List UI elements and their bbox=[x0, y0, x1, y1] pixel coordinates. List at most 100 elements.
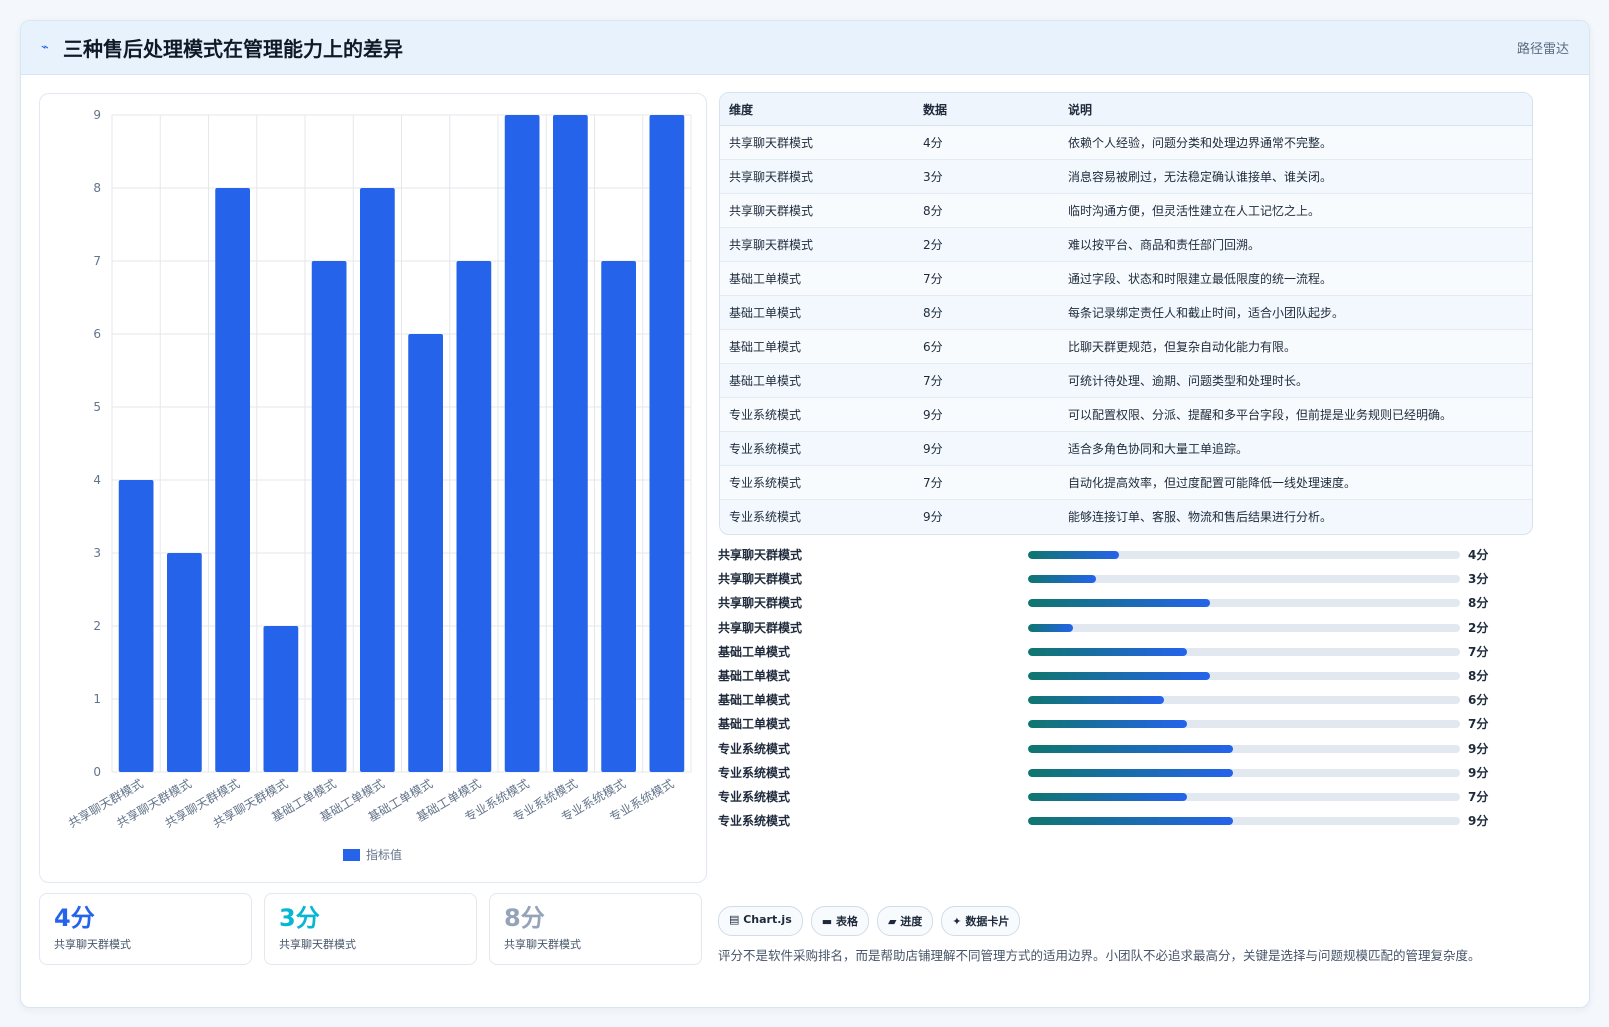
table-row: 共享聊天群模式 2分 难以按平台、商品和责任部门回溯。 bbox=[720, 227, 1532, 262]
y-tick-label: 7 bbox=[93, 254, 101, 268]
table-row: 基础工单模式 6分 比聊天群更规范，但复杂自动化能力有限。 bbox=[720, 329, 1532, 364]
table-row: 基础工单模式 7分 通过字段、状态和时限建立最低限度的统一流程。 bbox=[720, 261, 1532, 296]
cell-score: 9分 bbox=[914, 397, 1059, 432]
cell-dimension: 专业系统模式 bbox=[720, 431, 914, 466]
progress-fill bbox=[1028, 720, 1188, 729]
cell-dimension: 基础工单模式 bbox=[720, 363, 914, 398]
tag-progress[interactable]: ▰ 进度 bbox=[876, 906, 934, 936]
progress-label: 专业系统模式 bbox=[718, 741, 791, 756]
progress-fill bbox=[1028, 599, 1210, 608]
cell-score: 7分 bbox=[914, 363, 1059, 398]
y-tick-label: 3 bbox=[93, 546, 101, 560]
bar-chart-svg: 0123456789共享聊天群模式共享聊天群模式共享聊天群模式共享聊天群模式基础… bbox=[65, 108, 692, 862]
progress-row: 共享聊天群模式 3分 bbox=[718, 567, 1518, 591]
progress-label: 共享聊天群模式 bbox=[718, 548, 803, 562]
progress-row: 共享聊天群模式 2分 bbox=[718, 616, 1518, 640]
progress-label: 基础工单模式 bbox=[718, 717, 791, 732]
cell-score: 8分 bbox=[914, 193, 1059, 228]
cell-dimension: 专业系统模式 bbox=[720, 465, 914, 500]
cell-description: 消息容易被刷过，无法稳定确认谁接单、谁关闭。 bbox=[1059, 159, 1532, 194]
progress-row: 专业系统模式 9分 bbox=[718, 737, 1518, 761]
table-row: 专业系统模式 9分 适合多角色协同和大量工单追踪。 bbox=[720, 431, 1532, 466]
report-card: ⌁ 三种售后处理模式在管理能力上的差异 路径雷达 0 1 2 3 4 5 6 7 8 9 共享聊天群… bbox=[20, 20, 1590, 1008]
tag-label: 表格 bbox=[835, 915, 858, 928]
tag-label: 数据卡片 bbox=[965, 915, 1010, 928]
bar bbox=[118, 480, 154, 772]
progress-track bbox=[1028, 817, 1460, 826]
tag-table[interactable]: ▬ 表格 bbox=[810, 906, 869, 936]
stat-value: 8分 bbox=[504, 904, 545, 932]
cell-dimension: 共享聊天群模式 bbox=[720, 125, 914, 160]
progress-value: 6分 bbox=[1468, 693, 1489, 708]
cell-score: 8分 bbox=[914, 295, 1059, 330]
progress-track bbox=[1028, 599, 1460, 608]
y-tick-label: 0 bbox=[93, 765, 101, 779]
progress-row: 基础工单模式 7分 bbox=[718, 712, 1518, 736]
progress-label: 基础工单模式 bbox=[718, 668, 791, 683]
progress-row: 基础工单模式 7分 bbox=[718, 640, 1518, 664]
cell-dimension: 共享聊天群模式 bbox=[720, 159, 914, 194]
table-row: 基础工单模式 8分 每条记录绑定责任人和截止时间，适合小团队起步。 bbox=[720, 295, 1532, 330]
cell-description: 自动化提高效率，但过度配置可能降低一线处理速度。 bbox=[1059, 465, 1532, 500]
tag-chartjs[interactable]: ▤ Chart.js bbox=[718, 906, 803, 936]
page-title: 三种售后处理模式在管理能力上的差异 bbox=[63, 37, 403, 61]
stat-card: 3分 共享聊天群模式 bbox=[264, 893, 477, 965]
tag-list: ▤ Chart.js ▬ 表格 ▰ 进度 ✦ 数据卡片 bbox=[718, 906, 1021, 936]
bar bbox=[215, 188, 250, 772]
footnote: 评分不是软件采购排名，而是帮助店铺理解不同管理方式的适用边界。小团队不必追求最高… bbox=[718, 948, 1481, 963]
progress-fill bbox=[1028, 647, 1188, 656]
progress-value: 8分 bbox=[1468, 596, 1489, 611]
table-header-row: 维度 数据 说明 bbox=[720, 93, 1532, 126]
progress-value: 7分 bbox=[1468, 644, 1489, 659]
bar bbox=[167, 553, 202, 772]
progress-row: 专业系统模式 9分 bbox=[718, 809, 1518, 833]
progress-fill bbox=[1028, 792, 1188, 801]
progress-list: 共享聊天群模式 4分 共享聊天群模式 3分 共享聊天群模式 8分 共享聊天群模式 2分 基础工单… bbox=[718, 543, 1518, 833]
cell-score: 3分 bbox=[914, 159, 1059, 194]
progress-track bbox=[1028, 671, 1460, 680]
progress-label: 专业系统模式 bbox=[718, 789, 791, 804]
progress-track bbox=[1028, 623, 1460, 632]
sparkle-icon: ✦ bbox=[952, 915, 966, 928]
progress-value: 9分 bbox=[1468, 741, 1489, 756]
table-row: 共享聊天群模式 3分 消息容易被刷过，无法稳定确认谁接单、谁关闭。 bbox=[720, 159, 1532, 194]
progress-label: 专业系统模式 bbox=[718, 814, 791, 829]
column-header: 数据 bbox=[914, 93, 1059, 126]
cell-dimension: 基础工单模式 bbox=[720, 295, 914, 330]
chart-line-icon: ⌁ bbox=[41, 40, 49, 55]
y-tick-label: 5 bbox=[93, 400, 101, 414]
bar bbox=[601, 261, 636, 772]
progress-track bbox=[1028, 551, 1460, 559]
progress-value: 2分 bbox=[1468, 620, 1489, 635]
header-subtitle: 路径雷达 bbox=[1516, 42, 1569, 57]
progress-value: 8分 bbox=[1468, 668, 1489, 683]
progress-fill bbox=[1028, 768, 1233, 777]
cell-dimension: 基础工单模式 bbox=[720, 329, 914, 364]
progress-fill bbox=[1028, 623, 1074, 632]
progress-label: 基础工单模式 bbox=[718, 693, 791, 708]
cell-description: 依赖个人经验，问题分类和处理边界通常不完整。 bbox=[1059, 125, 1532, 160]
table-row: 专业系统模式 9分 能够连接订单、客服、物流和售后结果进行分析。 bbox=[720, 499, 1532, 533]
chart-icon: ▤ bbox=[729, 913, 744, 926]
data-table: 维度 数据 说明 共享聊天群模式 4分 依赖个人经验，问题分类和处理边界通常不完整。… bbox=[719, 92, 1533, 535]
y-tick-label: 4 bbox=[93, 473, 101, 487]
cell-description: 可统计待处理、逾期、问题类型和处理时长。 bbox=[1059, 363, 1532, 398]
bar bbox=[649, 115, 685, 772]
progress-label: 共享聊天群模式 bbox=[718, 596, 803, 611]
y-tick-label: 9 bbox=[93, 108, 101, 122]
progress-fill bbox=[1028, 551, 1119, 559]
progress-track bbox=[1028, 720, 1460, 729]
progress-track bbox=[1028, 792, 1460, 801]
progress-label: 共享聊天群模式 bbox=[718, 620, 803, 635]
bar bbox=[456, 261, 492, 772]
table-row: 专业系统模式 9分 可以配置权限、分派、提醒和多平台字段，但前提是业务规则已经明确。 bbox=[720, 397, 1532, 432]
column-header: 说明 bbox=[1059, 93, 1532, 126]
column-header: 维度 bbox=[720, 93, 914, 126]
bar bbox=[553, 115, 588, 772]
cell-description: 适合多角色协同和大量工单追踪。 bbox=[1059, 431, 1532, 466]
progress-fill bbox=[1028, 671, 1210, 680]
tag-data-card[interactable]: ✦ 数据卡片 bbox=[941, 906, 1021, 936]
y-tick-label: 1 bbox=[93, 692, 101, 706]
progress-track bbox=[1028, 696, 1460, 705]
bar-chart: 0 1 2 3 4 5 6 7 8 9 共享聊天群模式 共享聊天群模式 共享聊天群模式 共享聊天群模式 基础… bbox=[39, 93, 707, 883]
